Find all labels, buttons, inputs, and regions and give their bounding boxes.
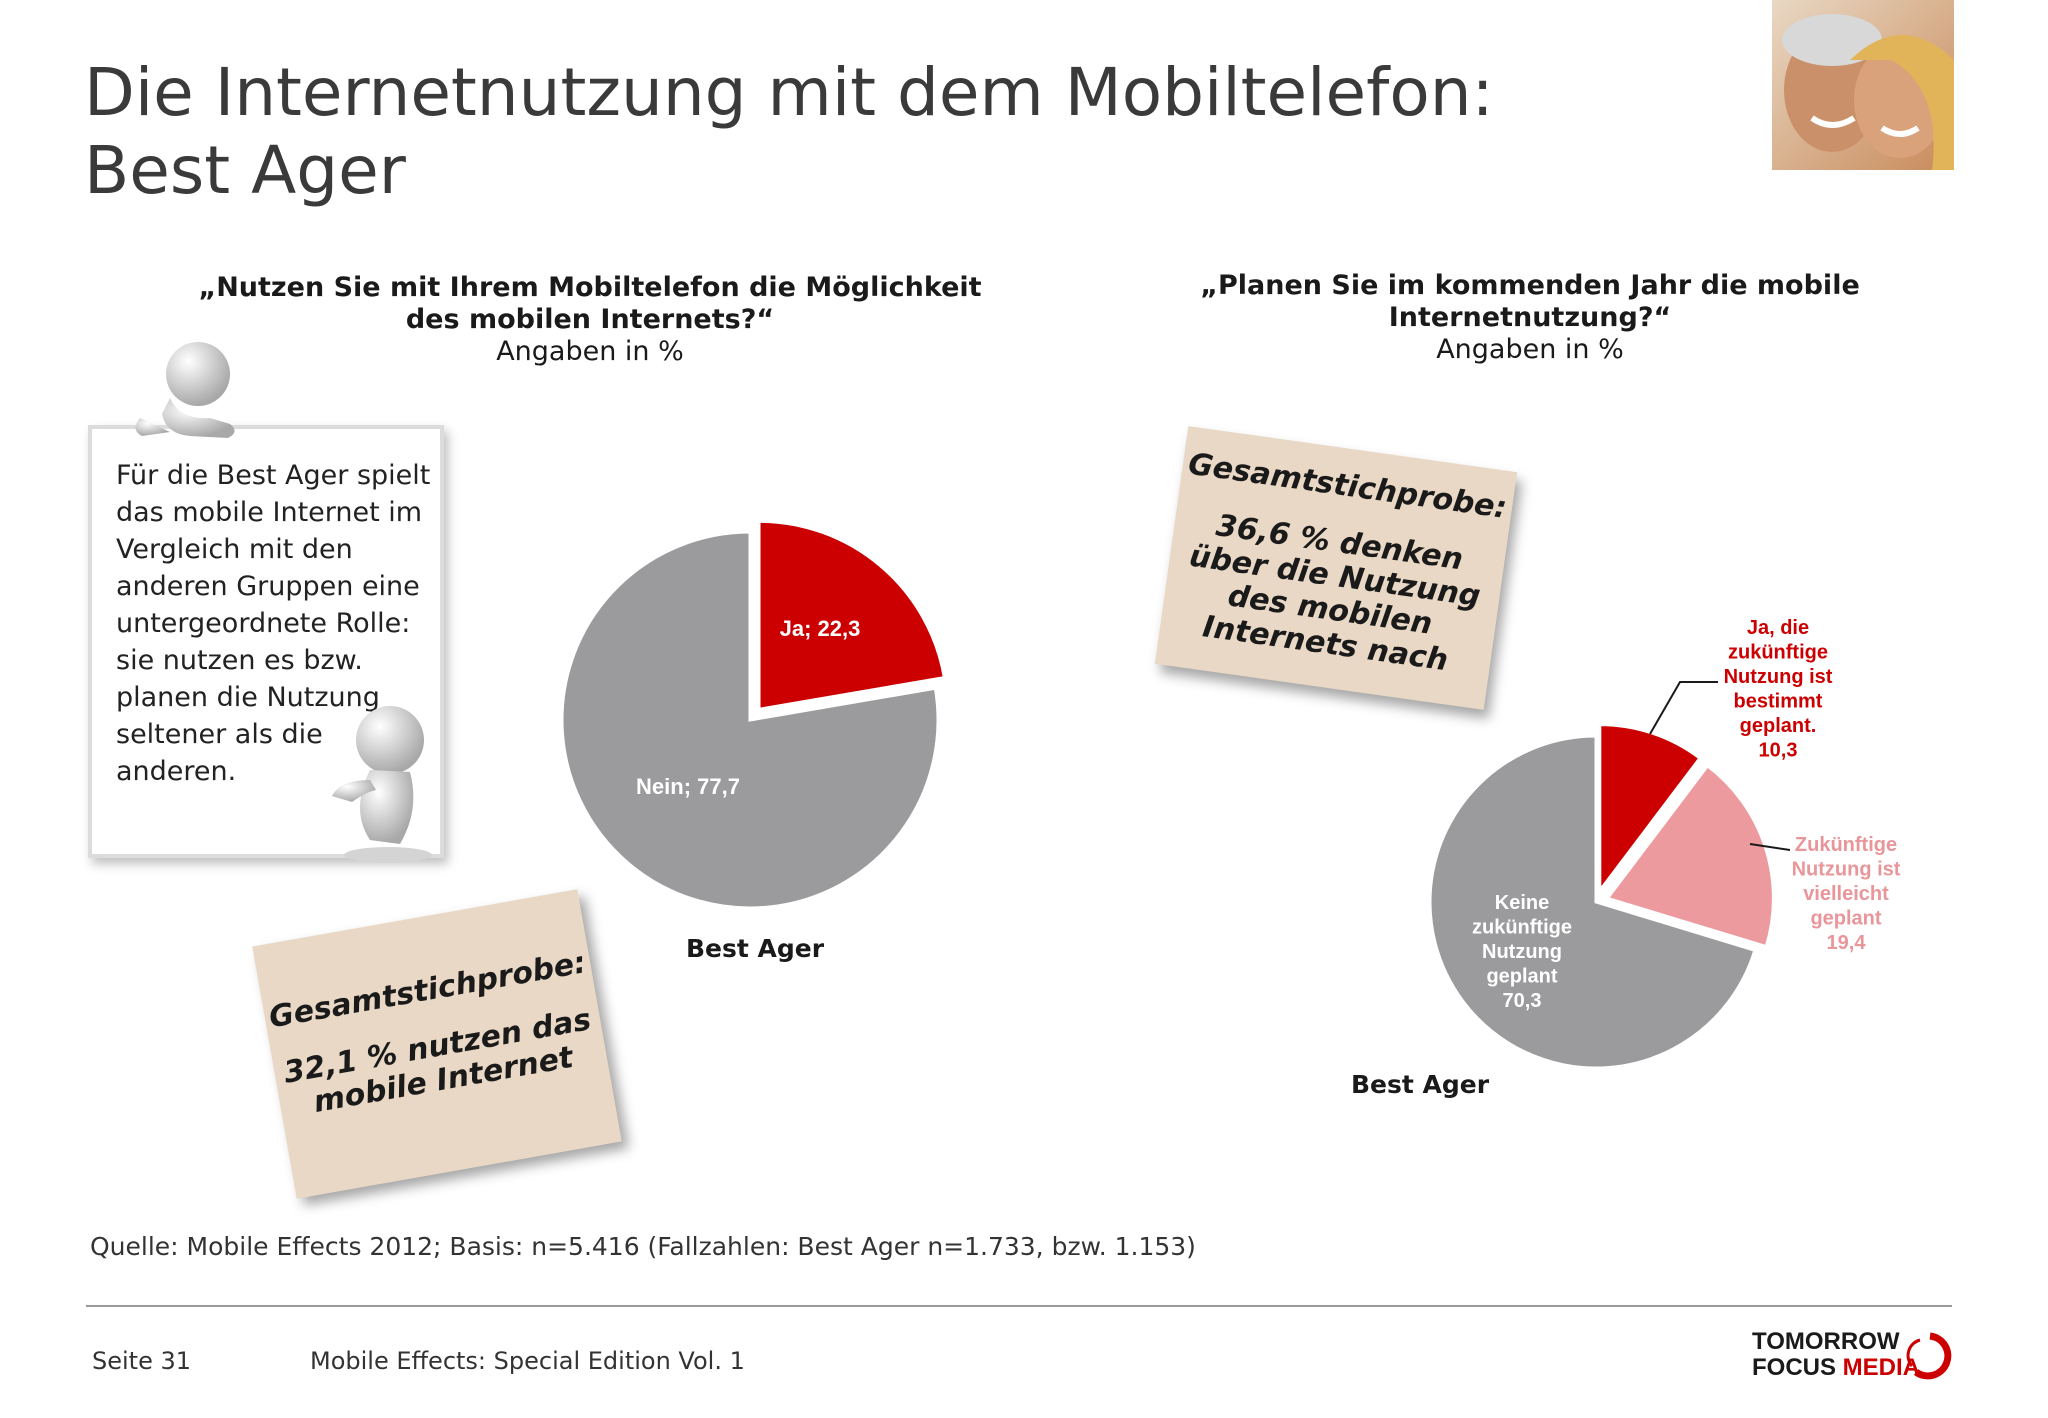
page-number: Seite 31 bbox=[92, 1347, 192, 1375]
pie-label-0: Ja; 22,3 bbox=[780, 616, 861, 641]
figure-top-head bbox=[166, 342, 230, 406]
logo-ring-icon bbox=[1906, 1332, 1952, 1380]
pie-slice-0 bbox=[1598, 723, 1703, 896]
page-title: Die Internetnutzung mit dem Mobiltelefon… bbox=[84, 54, 1494, 210]
pie-chart-usage: Ja; 22,3 Nein; 77,7 bbox=[560, 519, 947, 910]
left-question-line1: „Nutzen Sie mit Ihrem Mobiltelefon die M… bbox=[198, 272, 982, 303]
info-text: Für die Best Ager spielt das mobile Inte… bbox=[116, 460, 431, 787]
figure-top-body bbox=[162, 398, 235, 438]
figure-bottom-head bbox=[356, 706, 424, 774]
pie-chart-planning: Ja, die zukünftige Nutzung ist bestimmt gepl… bbox=[1428, 617, 1901, 1070]
right-question-line1: „Planen Sie im kommenden Jahr die mobile bbox=[1200, 270, 1860, 301]
couple-photo bbox=[1772, 0, 1954, 170]
edition-label: Mobile Effects: Special Edition Vol. 1 bbox=[310, 1347, 745, 1375]
pie-label-1: Zukünftige Nutzung ist vielleicht geplant 19… bbox=[1792, 834, 1901, 954]
figure-illustration bbox=[135, 342, 432, 863]
left-unit: Angaben in % bbox=[496, 336, 684, 367]
left-category-label: Best Ager bbox=[685, 934, 825, 963]
logo-line1: TOMORROW bbox=[1752, 1328, 1900, 1355]
left-question: „Nutzen Sie mit Ihrem Mobiltelefon die M… bbox=[160, 272, 1020, 368]
pie-slice-0 bbox=[757, 519, 947, 712]
right-category-label: Best Ager bbox=[1350, 1070, 1490, 1099]
pie-slice-2 bbox=[1428, 734, 1757, 1070]
pie-leader-0 bbox=[1649, 681, 1718, 735]
source-note: Quelle: Mobile Effects 2012; Basis: n=5.… bbox=[90, 1232, 1196, 1261]
page-title-line2: Best Ager bbox=[84, 132, 406, 209]
pie-leader-1 bbox=[1749, 843, 1791, 851]
right-question: „Planen Sie im kommenden Jahr die mobile… bbox=[1160, 270, 1900, 366]
figure-bottom-arm bbox=[332, 780, 376, 802]
brand-logo: TOMORROW FOCUS MEDIA bbox=[1752, 1330, 1920, 1380]
pie-slice-1 bbox=[560, 530, 940, 910]
figure-shadow bbox=[344, 847, 432, 863]
page-title-line1: Die Internetnutzung mit dem Mobiltelefon… bbox=[84, 54, 1494, 131]
right-unit: Angaben in % bbox=[1436, 334, 1624, 365]
pie-label-0: Ja, die zukünftige Nutzung ist bestimmt gepl… bbox=[1724, 617, 1833, 762]
left-question-line2: des mobilen Internets?“ bbox=[405, 304, 775, 335]
left-note: Gesamtstichprobe: 32,1 % nutzen das mobi… bbox=[252, 889, 622, 1199]
footer-divider bbox=[86, 1305, 1952, 1307]
pie-label-1: Nein; 77,7 bbox=[636, 774, 740, 799]
figure-top-arm bbox=[135, 418, 170, 436]
pie-label-2: Keine zukünftige Nutzung geplant 70,3 bbox=[1472, 892, 1572, 1012]
right-question-line2: Internetnutzung?“ bbox=[1388, 302, 1672, 333]
logo-focus: FOCUS bbox=[1752, 1354, 1836, 1381]
info-textbox: Für die Best Ager spielt das mobile Inte… bbox=[88, 425, 444, 858]
